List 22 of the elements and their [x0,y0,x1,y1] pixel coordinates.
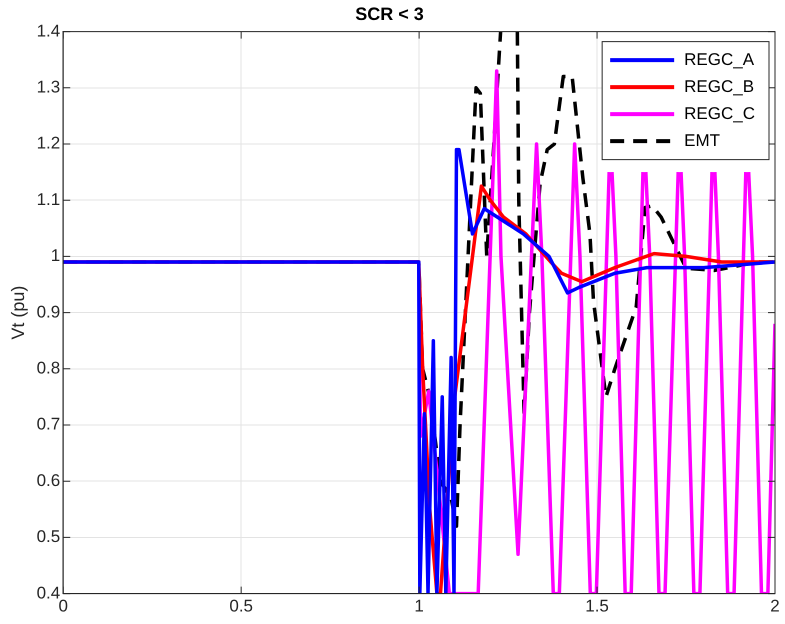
x-tick-label: 1 [414,596,424,616]
legend-label: REGC_B [684,76,754,96]
y-tick-label: 1.2 [36,134,60,153]
legend-label: EMT [684,130,720,150]
legend-label: REGC_A [684,50,755,69]
y-tick-label: 0.7 [36,414,60,434]
y-tick-label: 0.9 [36,302,60,322]
y-tick-label: 1.3 [36,77,60,96]
legend-label: REGC_C [684,104,756,123]
x-tick-label: 0.5 [229,596,253,616]
y-axis-title: Vt (pu) [8,286,28,340]
x-tick-label: 1.5 [585,596,609,616]
x-tick-label: 2 [770,596,780,616]
y-tick-label: 0.5 [36,527,60,546]
y-tick-label: 0.6 [36,470,60,490]
y-tick-label: 0.8 [36,358,60,378]
x-tick-label: 0 [58,596,68,616]
y-tick-label: 1.1 [36,190,60,209]
y-tick-label: 1 [50,246,60,266]
y-tick-label: 0.4 [36,583,60,602]
y-tick-label: 1.4 [36,21,60,40]
chart-title: SCR < 3 [355,4,424,24]
